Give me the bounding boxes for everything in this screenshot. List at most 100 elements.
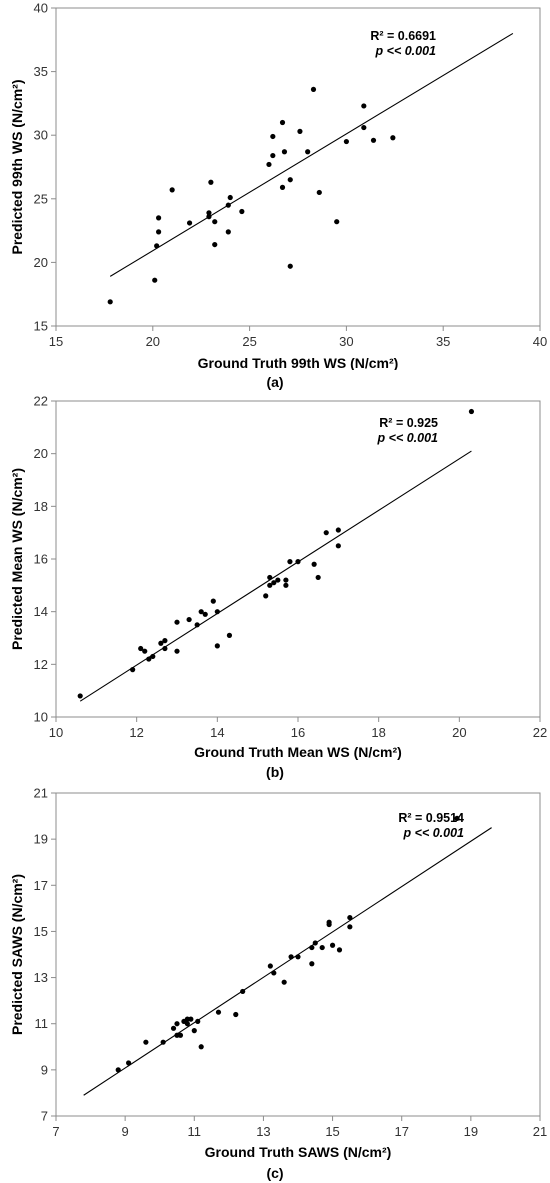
x-tick-label: 10: [49, 725, 63, 740]
data-point: [240, 988, 246, 995]
data-point: [215, 1009, 222, 1015]
data-point: [214, 609, 220, 615]
data-point: [288, 954, 294, 960]
y-tick-label: 9: [41, 1062, 48, 1077]
data-point: [143, 1039, 149, 1045]
trendline: [83, 827, 492, 1096]
data-point: [468, 408, 475, 415]
chart-b: 10 12 14 16 18 20 22 10 12 14 16 18 20 22 R² = 0.925p …: [9, 395, 547, 760]
y-tick-label: 35: [34, 64, 48, 79]
data-point: [267, 574, 273, 581]
data-point: [295, 559, 301, 565]
data-point: [227, 194, 233, 201]
data-point: [156, 229, 162, 235]
data-point: [169, 187, 175, 193]
r-squared-label: R² = 0.925: [379, 416, 438, 430]
x-tick-label: 40: [533, 334, 547, 349]
x-tick-label: 17: [394, 1124, 408, 1139]
x-tick-label: 12: [129, 725, 143, 740]
scatter-panel-b: 10 12 14 16 18 20 22 10 12 14 16 18 20 22 R² = 0.925 p …: [0, 395, 550, 785]
x-axis-title: Ground Truth 99th WS (N/cm²): [198, 355, 399, 370]
x-tick-label: 7: [52, 1124, 59, 1139]
data-point: [271, 970, 277, 976]
data-point: [279, 119, 286, 126]
y-tick-label: 15: [34, 924, 48, 939]
data-point: [281, 979, 287, 985]
y-axis-title: Predicted SAWS (N/cm²): [9, 874, 25, 1035]
x-axis-title: Ground Truth Mean WS (N/cm²): [194, 744, 402, 760]
x-tick-label: 21: [533, 1124, 547, 1139]
data-point: [212, 241, 218, 248]
data-point: [162, 638, 168, 644]
trendline: [109, 32, 514, 277]
data-point: [287, 263, 293, 269]
data-point: [454, 815, 460, 821]
y-tick-label: 18: [34, 499, 48, 514]
data-point: [174, 619, 180, 625]
data-point: [115, 1067, 121, 1073]
plot-area: [55, 7, 541, 327]
data-point: [210, 598, 216, 604]
data-point: [142, 648, 148, 654]
data-point: [309, 944, 315, 951]
y-tick-label: 15: [34, 319, 48, 334]
data-point: [271, 580, 277, 586]
r-squared-label: R² = 0.9514: [398, 811, 464, 825]
data-point: [225, 229, 231, 235]
data-point: [335, 543, 341, 549]
data-point: [315, 574, 321, 581]
data-point: [270, 152, 276, 159]
y-tick-label: 20: [34, 255, 48, 270]
data-point: [334, 219, 340, 225]
data-point: [208, 179, 214, 185]
x-tick-label: 25: [242, 334, 256, 349]
caption-c: (c): [266, 1165, 284, 1181]
data-point: [186, 220, 193, 226]
scatter-panel-c: 7 9 11 13 15 17 19 21 7 9 11 13 15 17 19 21 R² = 0.9514 p…: [0, 785, 550, 1183]
x-tick-label: 11: [188, 1124, 202, 1139]
data-point: [283, 582, 289, 588]
data-point: [305, 149, 311, 155]
data-point: [335, 527, 341, 533]
data-point: [267, 963, 273, 969]
data-point: [279, 184, 286, 190]
x-tick-label: 15: [49, 334, 63, 349]
data-point: [206, 214, 212, 220]
y-tick-label: 17: [34, 878, 48, 893]
data-point: [267, 582, 273, 588]
y-tick-label: 20: [34, 446, 48, 461]
data-point: [156, 215, 162, 221]
y-tick-label: 25: [34, 191, 48, 206]
data-point: [160, 1039, 166, 1045]
x-tick-label: 19: [464, 1124, 478, 1139]
data-point: [275, 577, 281, 583]
x-tick-label: 20: [146, 334, 160, 349]
data-point: [186, 616, 192, 623]
data-point: [310, 86, 317, 93]
data-point: [198, 609, 204, 615]
data-point: [202, 611, 208, 617]
x-tick-label: 15: [325, 1124, 339, 1139]
chart-c: 7 9 11 13 15 17 19 21 7 9 11 13 15 17 19 21 R² = 0.9514p…: [9, 786, 547, 1161]
x-axis-title: Ground Truth SAWS (N/cm²): [205, 1144, 392, 1160]
data-point: [154, 243, 160, 249]
data-point: [162, 645, 168, 652]
y-tick-label: 19: [34, 832, 48, 847]
data-point: [195, 1018, 201, 1025]
y-tick-label: 40: [34, 1, 48, 16]
data-point: [297, 128, 303, 134]
data-point: [347, 914, 353, 921]
y-axis-title: Predicted Mean WS (N/cm²): [9, 468, 25, 650]
data-point: [319, 944, 325, 951]
data-point: [326, 919, 332, 925]
p-value-label: p << 0.001: [377, 431, 439, 445]
data-point: [266, 161, 272, 168]
data-point: [214, 643, 220, 649]
data-point: [316, 189, 322, 196]
data-point: [270, 133, 276, 140]
data-point: [191, 1028, 197, 1034]
data-point: [158, 640, 164, 646]
scatter-panel-a: 15 20 25 30 35 40 15 20 25 30 35 40 R² = 0.6691 p << …: [0, 0, 550, 395]
data-point: [390, 135, 396, 141]
data-point: [323, 530, 329, 536]
